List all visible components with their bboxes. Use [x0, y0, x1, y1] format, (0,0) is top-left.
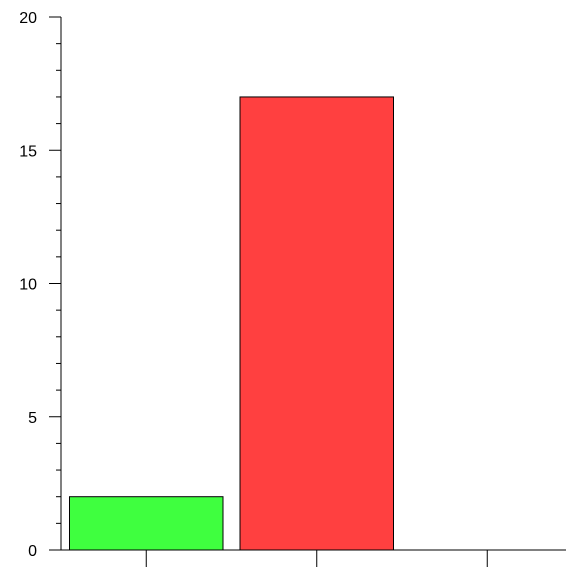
y-tick-label: 5	[28, 410, 37, 427]
x-axis	[61, 549, 566, 567]
y-tick-label: 15	[19, 143, 37, 160]
bar-0	[69, 496, 224, 551]
y-axis: 0 5 10 15 20	[19, 10, 62, 560]
y-tick-label: 10	[19, 277, 37, 294]
y-tick-label: 20	[19, 10, 37, 27]
bar-1	[239, 96, 394, 551]
bars-group	[69, 96, 394, 551]
y-tick-label: 0	[28, 543, 37, 560]
